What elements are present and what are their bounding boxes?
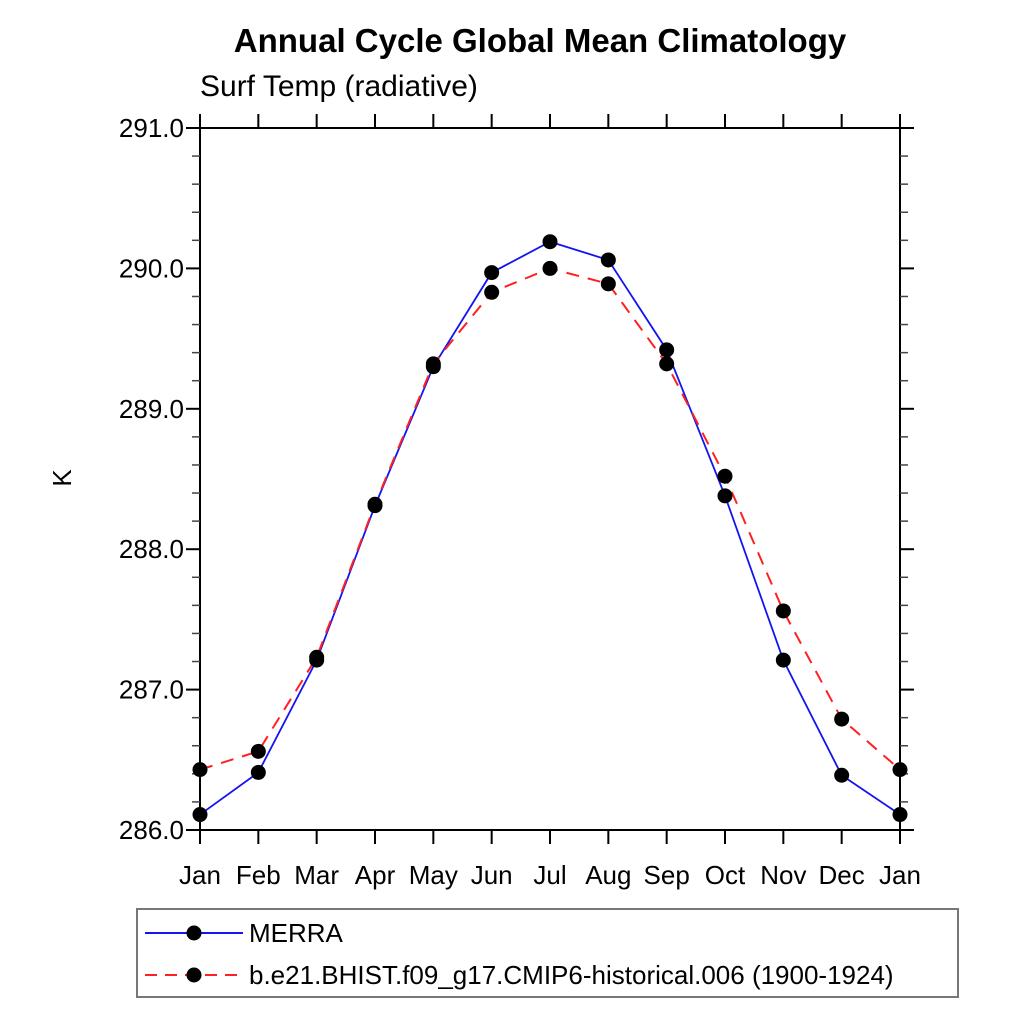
x-tick-label: Apr	[355, 860, 396, 890]
x-tick-label: Jan	[179, 860, 221, 890]
x-tick-label: Dec	[819, 860, 865, 890]
y-tick-label: 288.0	[119, 534, 184, 564]
data-point-marker	[192, 807, 208, 823]
chart-title: Annual Cycle Global Mean Climatology	[233, 22, 847, 59]
data-point-marker	[892, 762, 908, 778]
x-tick-label: May	[409, 860, 458, 890]
y-axis-title: K	[47, 469, 77, 487]
data-point-marker	[659, 342, 675, 358]
legend: MERRA b.e21.BHIST.f09_g17.CMIP6-historic…	[136, 908, 959, 998]
x-tick-label: Sep	[644, 860, 690, 890]
y-tick-label: 287.0	[119, 675, 184, 705]
data-point-marker	[542, 234, 558, 250]
data-point-marker	[717, 468, 733, 484]
data-point-marker	[659, 356, 675, 372]
data-point-marker	[309, 649, 325, 665]
data-point-marker	[367, 496, 383, 512]
x-tick-label: Oct	[705, 860, 746, 890]
data-point-marker	[542, 260, 558, 276]
y-tick-label: 289.0	[119, 394, 184, 424]
x-tick-label: Mar	[294, 860, 339, 890]
plot-area: Jan Feb Mar Apr May Jun Jul Aug Sep Oct Nov Dec Jan 2…	[47, 113, 921, 890]
x-tick-label: Nov	[760, 860, 806, 890]
data-point-marker	[250, 743, 266, 759]
chart-subtitle: Surf Temp (radiative)	[200, 70, 478, 103]
legend-item-merra: MERRA	[143, 918, 343, 948]
y-tick-label: 290.0	[119, 253, 184, 283]
x-tick-label: Aug	[585, 860, 631, 890]
legend-item-model: b.e21.BHIST.f09_g17.CMIP6-historical.006…	[143, 960, 894, 990]
legend-label-model: b.e21.BHIST.f09_g17.CMIP6-historical.006…	[249, 959, 894, 990]
data-point-marker	[775, 652, 791, 668]
y-tick-label: 291.0	[119, 113, 184, 143]
y-tick-label: 286.0	[119, 815, 184, 845]
merra-line-sample-icon	[145, 925, 243, 941]
x-tick-label: Jun	[471, 860, 513, 890]
x-tick-label: Feb	[236, 860, 281, 890]
x-tick-label: Jul	[533, 860, 566, 890]
data-point-marker	[484, 265, 500, 281]
data-point-marker	[775, 603, 791, 619]
data-point-marker	[834, 711, 850, 727]
data-point-marker	[484, 284, 500, 300]
data-point-marker	[892, 807, 908, 823]
data-point-marker	[717, 488, 733, 504]
data-point-marker	[834, 767, 850, 783]
data-point-marker	[600, 276, 616, 292]
plot-box	[199, 127, 901, 831]
data-point-marker	[425, 356, 441, 372]
model-line-sample-icon	[145, 967, 243, 983]
data-point-marker	[600, 252, 616, 268]
legend-label-merra: MERRA	[249, 917, 343, 948]
series-line-1	[199, 267, 901, 771]
series-line-0	[199, 240, 901, 816]
data-point-marker	[250, 764, 266, 780]
data-point-marker	[192, 762, 208, 778]
x-tick-label: Jan	[879, 860, 921, 890]
